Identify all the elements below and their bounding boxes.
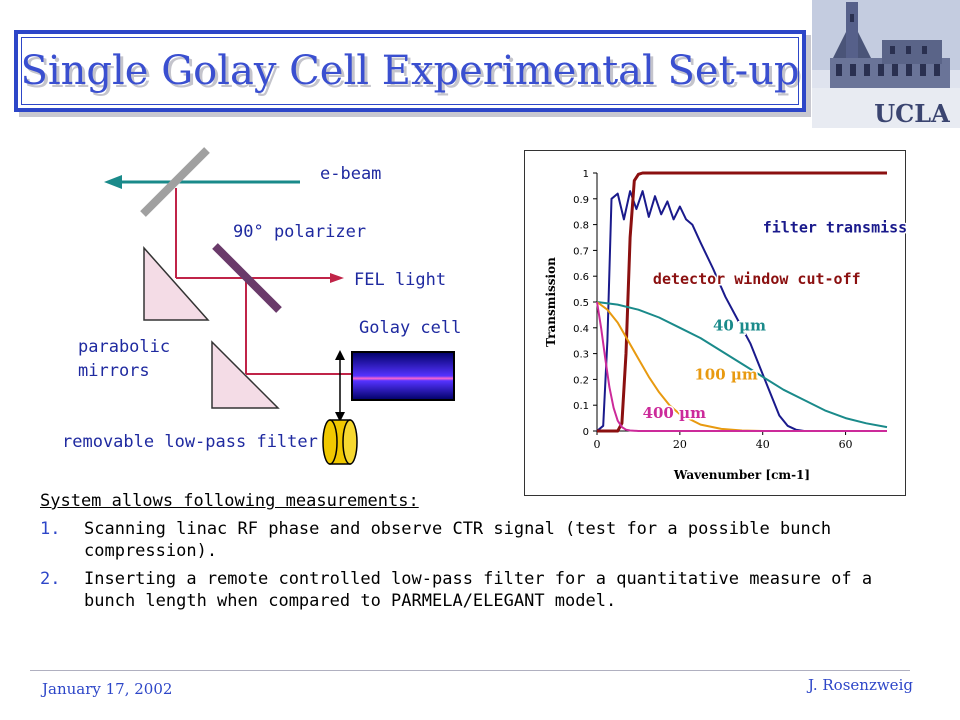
parabolic-mirror-upper: [143, 246, 210, 321]
y-tick-label: 0.1: [573, 401, 589, 412]
footer-date: January 17, 2002: [42, 680, 173, 698]
series-line: [597, 171, 887, 433]
measurement-text: Scanning linac RF phase and observe CTR …: [84, 519, 832, 561]
transmission-chart: 0 0.1 0.2 0.3 0.4 0.5 0.6 0.7 0.8 0.9 1 0 20 40 60 filt…: [524, 150, 907, 496]
measurement-item: 1. Scanning linac RF phase and observe C…: [40, 518, 920, 562]
x-tick-label: 0: [594, 438, 601, 451]
golay-cell: [351, 351, 455, 401]
series-annotation: detector window cut-off: [653, 270, 861, 288]
filter-arrowhead-up: [335, 350, 345, 360]
measurements-heading: System allows following measurements:: [40, 491, 419, 511]
measurement-text: Inserting a remote controlled low-pass f…: [84, 569, 873, 611]
beam-path: [175, 188, 352, 375]
x-tick-label: 40: [756, 438, 770, 451]
polarizer-label: 90° polarizer: [233, 222, 367, 242]
golay-cell-label: Golay cell: [359, 318, 462, 338]
ebeam-mirror: [140, 147, 210, 217]
parabolic-label-1: parabolic: [78, 337, 171, 357]
logo-text: UCLA: [874, 99, 950, 128]
series-annotation: 400 µm: [643, 404, 707, 422]
x-tick-label: 60: [839, 438, 853, 451]
y-tick-label: 1: [583, 169, 589, 180]
parabolic-mirror-lower: [211, 340, 280, 409]
title-box: Single Golay Cell Experimental Set-up: [14, 30, 806, 112]
footer-author: J. Rosenzweig: [808, 676, 913, 694]
parabolic-label-2: mirrors: [78, 361, 150, 381]
y-tick-label: 0.9: [573, 195, 589, 206]
y-tick-label: 0.4: [573, 324, 589, 335]
y-tick-label: 0.6: [573, 272, 589, 283]
y-axis-label: Transmission: [544, 257, 558, 347]
measurements-section: System allows following measurements: 1.…: [40, 490, 920, 618]
ebeam-arrowhead: [104, 175, 122, 189]
x-axis-label: Wavenumber [cm-1]: [673, 468, 810, 482]
ucla-logo: UCLA: [812, 0, 960, 128]
footer-divider: [30, 670, 910, 671]
polarizer: [212, 243, 282, 313]
measurement-number: 1.: [40, 519, 61, 539]
y-tick-label: 0.2: [573, 375, 589, 386]
page-title: Single Golay Cell Experimental Set-up: [20, 48, 800, 94]
filter-label: removable low-pass filter: [62, 432, 318, 452]
series-line: [596, 301, 887, 432]
series-annotation: 40 µm: [713, 316, 766, 334]
setup-diagram: [104, 147, 455, 465]
fel-light-label: FEL light: [354, 270, 447, 290]
chart-svg: 0 0.1 0.2 0.3 0.4 0.5 0.6 0.7 0.8 0.9 1 0 20 40 60 filt…: [544, 169, 907, 482]
series-annotation: 100 µm: [694, 365, 758, 383]
series-annotation: filter transmission: [763, 218, 907, 236]
y-tick-label: 0.8: [573, 221, 589, 232]
fel-arrowhead: [330, 273, 344, 283]
series-line: [596, 190, 887, 432]
ebeam-label: e-beam: [320, 164, 382, 184]
y-tick-label: 0: [583, 427, 589, 438]
measurement-number: 2.: [40, 569, 61, 589]
x-tick-label: 20: [673, 438, 687, 451]
measurement-item: 2. Inserting a remote controlled low-pas…: [40, 568, 920, 612]
y-tick-label: 0.7: [573, 246, 589, 257]
low-pass-filter: [322, 419, 358, 465]
y-tick-label: 0.5: [573, 298, 589, 309]
y-tick-label: 0.3: [573, 350, 589, 361]
series-line: [596, 301, 888, 429]
filter-arrowhead-down: [335, 412, 345, 422]
